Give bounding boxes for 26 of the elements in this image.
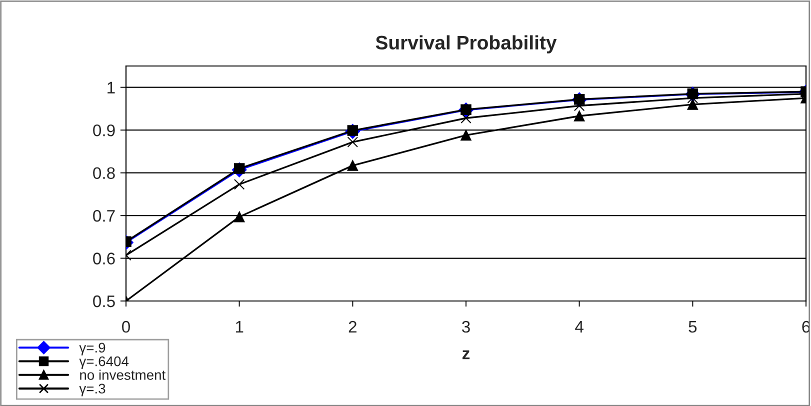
- point: [460, 112, 472, 124]
- point: [687, 99, 698, 110]
- x-tick-label: 5: [688, 321, 697, 333]
- x-tick-label: 2: [348, 320, 356, 333]
- point: [234, 178, 245, 190]
- point: [574, 110, 585, 122]
- x-tick-label: 0: [122, 320, 130, 333]
- y-tick-label: 0.5: [93, 295, 115, 308]
- y-tick-label: 0.9: [93, 124, 115, 136]
- point: [234, 211, 245, 222]
- x-tick-label: 4: [575, 321, 584, 333]
- point: [347, 136, 358, 148]
- y-tick-label: 0.8: [93, 167, 115, 180]
- legend-label: no investment: [80, 370, 166, 380]
- legend-label: γ=.6404: [79, 356, 129, 369]
- chart-title: Survival Probability: [376, 35, 557, 54]
- x-axis-title: z: [462, 350, 470, 360]
- y-tick-label: 1: [108, 82, 115, 94]
- x-tick-label: 3: [462, 320, 470, 333]
- y-tick-label: 0.7: [93, 210, 115, 222]
- legend-label: γ=.3: [79, 384, 106, 396]
- y-tick-label: 0.6: [93, 252, 115, 264]
- legend-label: γ=.9: [79, 342, 106, 356]
- x-tick-label: 1: [236, 321, 244, 333]
- point: [347, 160, 358, 171]
- point: [460, 130, 472, 141]
